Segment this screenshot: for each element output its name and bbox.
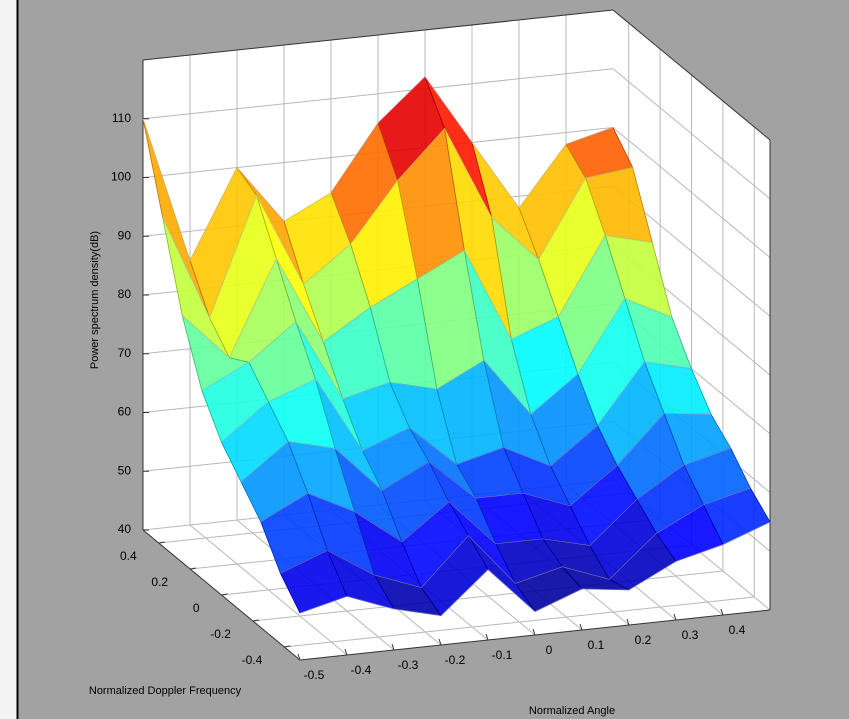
y-axis-label: Normalized Doppler Frequency <box>89 685 242 697</box>
x-tick <box>532 628 536 636</box>
surface-patch <box>279 550 348 614</box>
x-axis-label: Normalized Angle <box>529 705 615 717</box>
x-tick <box>720 608 724 616</box>
x-tick-label: -0.4 <box>351 663 372 677</box>
x-tick-label: -0.2 <box>445 653 466 667</box>
x-tick-label: 0.4 <box>729 623 746 637</box>
x-tick <box>626 618 630 626</box>
y-tick <box>221 593 228 596</box>
y-tick-label: -0.2 <box>210 627 231 641</box>
mesh-line <box>182 235 653 359</box>
mesh-line <box>299 521 771 616</box>
z-tick-label: 70 <box>118 346 132 360</box>
z-tick-label: 100 <box>111 170 131 184</box>
left-strip <box>0 0 17 719</box>
x-tick-label: 0 <box>546 643 553 657</box>
x-tick-label: 0.2 <box>635 633 652 647</box>
x-tick <box>485 633 489 641</box>
y-tick-label: 0 <box>193 601 200 615</box>
x-tick-label: -0.3 <box>398 658 419 672</box>
x-tick-label: -0.1 <box>492 648 513 662</box>
z-tick-label: 110 <box>112 111 131 125</box>
mesh-line <box>162 127 633 319</box>
x-tick-label: 0.1 <box>588 638 605 652</box>
x-tick-label: 0.3 <box>682 628 699 642</box>
x-tick <box>391 643 395 651</box>
z-tick-label: 80 <box>118 287 132 301</box>
mesh-line <box>280 487 751 588</box>
box-edge <box>142 9 614 61</box>
grid-line <box>284 596 755 648</box>
mesh-line <box>221 361 692 467</box>
y-tick <box>190 567 197 570</box>
z-tick-label: 60 <box>118 405 132 419</box>
z-tick-label: 50 <box>118 463 132 477</box>
mesh-line <box>201 298 673 415</box>
y-tick-label: 0.2 <box>151 575 168 589</box>
grid-line <box>612 68 771 200</box>
grid-line <box>142 68 614 120</box>
y-tick <box>252 619 259 622</box>
x-tick <box>673 613 677 621</box>
grid-line <box>612 127 771 258</box>
mesh-line <box>240 413 712 507</box>
z-tick-label: 40 <box>118 522 132 536</box>
z-axis-label: Power spectrum density(dB) <box>89 231 101 369</box>
x-tick <box>579 623 583 631</box>
y-tick-label: -0.4 <box>242 653 263 667</box>
y-tick <box>158 541 165 544</box>
mesh-line <box>142 76 614 262</box>
x-tick-label: -0.5 <box>304 668 325 682</box>
x-tick <box>344 648 348 656</box>
z-tick-label: 90 <box>118 228 132 242</box>
x-tick <box>297 653 301 661</box>
box-edge <box>612 9 771 141</box>
y-tick <box>284 645 291 648</box>
y-tick-label: 0.4 <box>120 549 137 563</box>
mesh-line <box>260 447 731 546</box>
x-tick <box>438 638 442 646</box>
